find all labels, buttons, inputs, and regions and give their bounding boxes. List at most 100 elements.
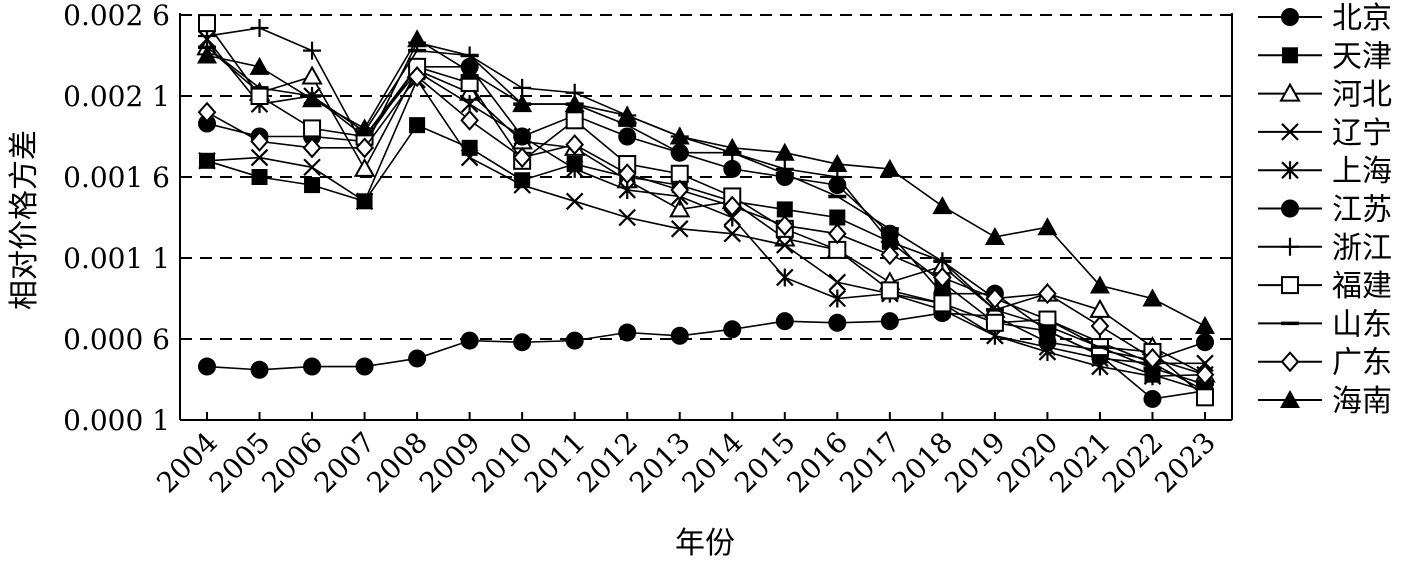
data-point <box>985 287 1005 310</box>
data-point <box>355 137 374 159</box>
data-point <box>198 14 216 33</box>
data-point <box>250 87 269 105</box>
series-line <box>206 46 1206 386</box>
data-point <box>514 172 531 189</box>
data-point <box>722 137 743 156</box>
legend-item: 北京 <box>1258 1 1392 36</box>
data-point <box>932 196 953 215</box>
data-point <box>827 154 848 173</box>
data-point <box>723 320 742 339</box>
data-point <box>723 224 742 243</box>
y-tick-label: 0.000 1 <box>63 404 170 437</box>
data-point <box>776 201 793 218</box>
data-point <box>303 119 322 138</box>
data-point <box>1279 82 1301 102</box>
x-tick-label: 2019 <box>938 426 1012 500</box>
data-point <box>669 198 691 218</box>
data-point <box>565 134 585 156</box>
data-point <box>1089 275 1110 294</box>
data-point <box>513 78 532 97</box>
data-point <box>565 111 584 130</box>
data-point <box>565 159 584 178</box>
x-tick-label: 2017 <box>833 426 907 500</box>
series-1 <box>198 304 1214 379</box>
data-point <box>618 208 636 227</box>
series-9 <box>198 45 1214 387</box>
data-point <box>251 169 268 185</box>
x-tick-label: 2013 <box>623 426 697 500</box>
data-point <box>198 152 216 170</box>
data-point <box>565 331 584 350</box>
data-point <box>250 360 269 379</box>
data-point <box>1281 8 1299 26</box>
x-tick-label: 2022 <box>1096 426 1170 500</box>
data-point <box>984 226 1005 245</box>
data-point <box>564 94 585 113</box>
legend-label: 天津 <box>1332 39 1392 74</box>
data-point <box>827 223 847 245</box>
data-point <box>670 164 689 183</box>
data-point <box>407 66 427 88</box>
legend-item: 天津 <box>1258 39 1392 74</box>
x-tick-label: 2010 <box>465 426 539 500</box>
data-point <box>460 109 479 131</box>
legend-label: 北京 <box>1332 1 1392 36</box>
x-tick-label: 2012 <box>570 426 644 500</box>
series-line <box>206 46 1206 376</box>
data-point <box>250 148 269 167</box>
grid-layer <box>180 14 1232 340</box>
y-tick-label: 0.002 6 <box>63 0 170 32</box>
series-8 <box>198 14 1214 407</box>
legend-label: 河北 <box>1332 78 1392 113</box>
data-point <box>1038 283 1057 305</box>
data-point <box>513 176 531 194</box>
data-point <box>304 177 321 194</box>
legend-item: 江苏 <box>1258 193 1392 228</box>
data-point <box>460 148 479 167</box>
data-point <box>776 268 794 287</box>
legend-label: 江苏 <box>1332 193 1392 228</box>
data-point <box>617 105 638 124</box>
data-point <box>1281 123 1299 141</box>
data-point <box>302 89 323 108</box>
y-tick-label: 0.001 6 <box>63 161 170 194</box>
legend-item: 河北 <box>1258 78 1392 113</box>
data-point <box>776 236 794 254</box>
y-tick-label: 0.001 1 <box>63 242 170 275</box>
data-point <box>1281 161 1299 180</box>
data-point <box>828 313 847 332</box>
x-tick-label: 2015 <box>728 426 802 500</box>
x-tick-label: 2005 <box>203 426 277 500</box>
data-point <box>933 294 952 313</box>
data-point <box>775 215 795 237</box>
data-point <box>1280 351 1300 373</box>
legend-item: 浙江 <box>1258 231 1392 266</box>
series-11 <box>197 29 1215 335</box>
x-tick-label: 2006 <box>255 426 329 500</box>
data-point <box>618 323 637 342</box>
legend-label: 福建 <box>1332 269 1392 304</box>
x-tick-label: 2007 <box>308 426 382 500</box>
data-point <box>1089 298 1111 318</box>
data-point <box>1142 288 1163 307</box>
data-point <box>1196 388 1214 407</box>
data-point <box>933 266 952 288</box>
data-point <box>355 357 374 376</box>
data-point <box>197 101 217 123</box>
legend-item: 辽宁 <box>1258 116 1392 151</box>
data-point <box>355 192 374 211</box>
series-line <box>206 38 1206 327</box>
x-tick-label: 2014 <box>675 426 749 500</box>
legend-label: 浙江 <box>1332 231 1392 266</box>
data-point <box>1282 47 1298 64</box>
legend-label: 上海 <box>1332 154 1392 189</box>
series-7 <box>198 18 1214 400</box>
data-point <box>617 163 637 185</box>
data-point <box>303 357 322 376</box>
data-point <box>880 244 900 266</box>
data-point <box>249 56 270 75</box>
data-point <box>354 118 375 137</box>
data-point <box>512 94 533 113</box>
data-point <box>828 273 847 292</box>
